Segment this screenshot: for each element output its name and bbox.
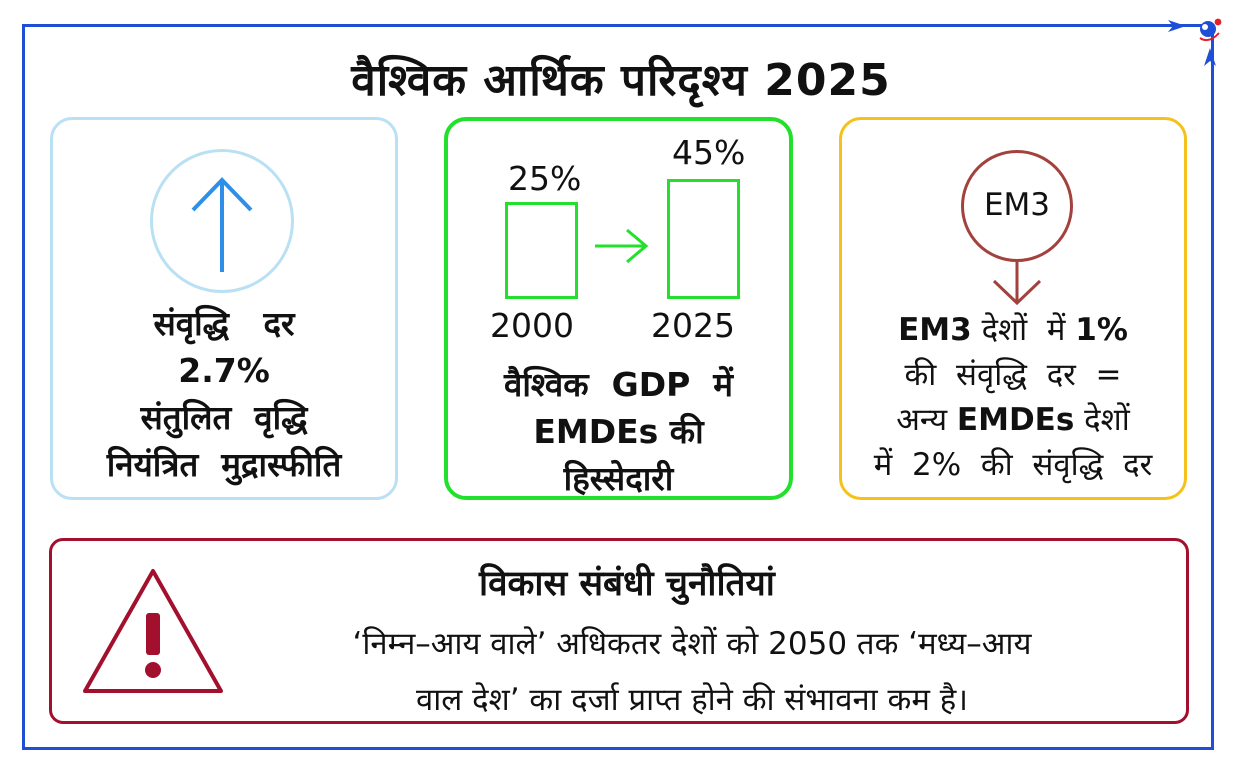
growth-label: संवृद्धि दर <box>153 304 295 343</box>
brand-logo-icon <box>1199 18 1222 42</box>
frame-arrow-right-icon <box>1168 20 1186 32</box>
em3-badge: EM3 <box>961 150 1073 262</box>
bar-value-label: 45% <box>672 133 746 172</box>
challenges-line-1: ‘निम्न–आय वाले’ अधिकतर देशों को 2050 तक … <box>352 626 1032 662</box>
growth-rate-card: संवृद्धि दर 2.7% संतुलित वृद्धि नियंत्रि… <box>50 117 398 500</box>
em3-text: EM3 देशों में 1% की संवृद्धि दर = अन्य E… <box>842 308 1184 488</box>
warning-triangle-icon <box>83 569 223 693</box>
right-arrow-icon <box>595 228 649 264</box>
controlled-inflation-text: नियंत्रित मुद्रास्फीति <box>106 445 342 484</box>
up-arrow-icon <box>191 177 253 272</box>
year-label: 2025 <box>651 306 735 345</box>
balanced-growth-text: संतुलित वृद्धि <box>140 398 308 437</box>
share-bar-2000 <box>505 202 578 299</box>
bar-value-label: 25% <box>508 159 582 198</box>
em3-line-3: अन्य EMDEs देशों <box>896 402 1130 438</box>
development-challenges-box: विकास संबंधी चुनौतियां ‘निम्न–आय वाले’ अ… <box>49 538 1189 724</box>
em3-line-1: EM3 देशों में 1% <box>898 312 1128 348</box>
em3-line-4: में 2% की संवृद्धि दर <box>873 447 1153 483</box>
challenges-text: ‘निम्न–आय वाले’ अधिकतर देशों को 2050 तक … <box>232 616 1152 728</box>
down-arrow-icon <box>992 259 1042 306</box>
year-label: 2000 <box>490 306 574 345</box>
challenges-line-2: वाल देश’ का दर्जा प्राप्त होने की संभावन… <box>416 682 968 718</box>
growth-value: 2.7% <box>178 351 270 390</box>
caption-line: वैश्विक GDP में <box>504 365 733 404</box>
challenges-title: विकास संबंधी चुनौतियां <box>479 564 775 604</box>
em3-line-2: की संवृद्धि दर = <box>904 357 1122 393</box>
growth-circle <box>150 149 294 293</box>
em3-card: EM3 EM3 देशों में 1% की संवृद्धि दर = अन… <box>839 117 1187 500</box>
share-bar-2025 <box>667 179 740 299</box>
page-title: वैश्विक आर्थिक परिदृश्य 2025 <box>351 55 891 106</box>
frame-arrow-up-icon <box>1204 48 1216 66</box>
outer-frame <box>22 24 1214 750</box>
growth-text: संवृद्धि दर 2.7% संतुलित वृद्धि नियंत्रि… <box>53 300 395 488</box>
caption-line: EMDEs की <box>533 412 704 451</box>
gdp-share-caption: वैश्विक GDP में EMDEs की हिस्सेदारी <box>448 361 789 502</box>
caption-line: हिस्सेदारी <box>563 459 674 498</box>
gdp-share-card: 25% 45% 2000 2025 वैश्विक GDP में EMDEs … <box>444 117 793 500</box>
